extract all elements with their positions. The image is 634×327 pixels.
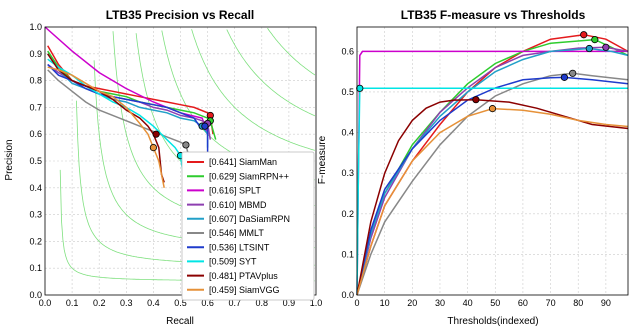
legend-label-siamvgg: [0.459] SiamVGG xyxy=(209,285,280,295)
iso-f-curve xyxy=(191,29,316,151)
x-axis-label-thresholds: Thresholds(indexed) xyxy=(447,316,538,327)
left-series-lines xyxy=(44,26,217,188)
fmeasure-threshold-chart: LTB35 F-measure vs Thresholds Thresholds… xyxy=(317,8,629,327)
chart-title-fmeasure: LTB35 F-measure vs Thresholds xyxy=(401,8,586,22)
x-tick-label: 60 xyxy=(518,298,528,308)
x-tick-label: 80 xyxy=(573,298,583,308)
x-tick-label: 0.4 xyxy=(147,298,160,308)
y-tick-label: 0.6 xyxy=(341,46,354,56)
series-marker-ltsint xyxy=(560,73,568,81)
x-tick-label: 0.0 xyxy=(39,298,52,308)
legend-label-mbmd: [0.610] MBMD xyxy=(209,200,267,210)
y-axis-label-fmeasure: F-measure xyxy=(317,135,328,184)
y-tick-label: 0.4 xyxy=(29,183,42,193)
y-tick-label: 0.5 xyxy=(341,87,354,97)
legend-label-ltsint: [0.536] LTSINT xyxy=(209,242,270,252)
series-marker-siamvgg xyxy=(149,144,157,152)
y-tick-label: 0.0 xyxy=(341,290,354,300)
x-tick-label: 90 xyxy=(601,298,611,308)
y-tick-label: 0.2 xyxy=(29,236,42,246)
x-tick-label: 0.2 xyxy=(93,298,106,308)
right-grid xyxy=(357,27,628,295)
series-marker-mbmd xyxy=(602,43,610,51)
y-tick-label: 0.8 xyxy=(29,76,42,86)
chart-title-precision-recall: LTB35 Precision vs Recall xyxy=(106,8,255,22)
legend-label-siamrpn-: [0.629] SiamRPN++ xyxy=(209,171,289,181)
series-marker-siamman xyxy=(580,31,588,39)
right-series-lines xyxy=(356,33,629,296)
series-marker-siamrpn- xyxy=(591,35,599,44)
y-tick-label: 1.0 xyxy=(29,22,42,32)
x-tick-label: 0.1 xyxy=(66,298,79,308)
x-tick-label: 1.0 xyxy=(310,298,323,308)
legend: [0.641] SiamMan [0.629] SiamRPN++ [0.616] … xyxy=(181,151,315,301)
y-tick-label: 0.5 xyxy=(29,156,42,166)
y-tick-label: 0.3 xyxy=(29,210,42,220)
iso-f-curve xyxy=(267,27,316,76)
series-line-siamrpn- xyxy=(356,38,629,296)
legend-label-ptavplus: [0.481] PTAVplus xyxy=(209,271,278,281)
series-line-ltsint xyxy=(47,63,209,167)
y-tick-label: 0.0 xyxy=(29,290,42,300)
x-tick-label: 70 xyxy=(546,298,556,308)
series-marker-ptavplus xyxy=(152,130,160,138)
right-plot-frame xyxy=(356,26,629,296)
series-line-mmlt xyxy=(47,69,190,156)
series-line-dasiamrpn xyxy=(356,47,629,296)
y-tick-label: 0.7 xyxy=(29,102,42,112)
x-tick-label: 30 xyxy=(435,298,445,308)
x-tick-label: 0.6 xyxy=(201,298,214,308)
legend-box xyxy=(181,151,315,301)
precision-recall-chart: LTB35 Precision vs Recall Recall Precisi… xyxy=(4,8,322,327)
left-tick-labels: 0.0 0.1 0.2 0.3 0.4 0.5 0.6 0.7 0.8 0.9 1.0 0.0 0.1 0… xyxy=(29,22,322,308)
x-tick-label: 20 xyxy=(407,298,417,308)
x-tick-label: 10 xyxy=(380,298,390,308)
left-plot-frame xyxy=(44,26,317,296)
series-marker-syt xyxy=(356,84,364,92)
y-tick-label: 0.6 xyxy=(29,129,42,139)
y-tick-label: 0.2 xyxy=(341,209,354,219)
x-tick-label: 0.8 xyxy=(256,298,269,308)
x-tick-label: 50 xyxy=(490,298,500,308)
series-marker-mmlt xyxy=(569,69,577,77)
legend-label-siamman: [0.641] SiamMan xyxy=(209,157,277,167)
x-tick-label: 0 xyxy=(354,298,359,308)
series-line-splt xyxy=(44,26,209,135)
series-line-siamvgg xyxy=(356,107,629,296)
legend-label-syt: [0.509] SYT xyxy=(209,257,257,267)
right-series-markers xyxy=(356,31,610,113)
legend-label-mmlt: [0.546] MMLT xyxy=(209,228,264,238)
y-tick-label: 0.9 xyxy=(29,49,42,59)
series-line-syt xyxy=(356,87,628,296)
series-marker-siamvgg xyxy=(488,105,497,113)
series-marker-ltsint xyxy=(201,122,209,130)
series-marker-ptavplus xyxy=(472,96,480,104)
series-line-siamvgg xyxy=(47,66,165,188)
y-tick-label: 0.1 xyxy=(29,263,42,273)
series-line-ptavplus xyxy=(356,98,629,296)
y-tick-label: 0.1 xyxy=(341,249,354,259)
series-marker-mmlt xyxy=(182,141,190,149)
y-tick-label: 0.4 xyxy=(341,128,354,138)
legend-label-dasiamrpn: [0.607] DaSiamRPN xyxy=(209,214,290,224)
y-axis-label-precision: Precision xyxy=(4,139,15,180)
legend-label-splt: [0.616] SPLT xyxy=(209,186,261,196)
iso-f-curve xyxy=(226,29,316,117)
series-marker-dasiamrpn xyxy=(585,44,593,53)
x-axis-label-recall: Recall xyxy=(166,316,194,327)
x-tick-label: 40 xyxy=(463,298,473,308)
x-tick-label: 0.7 xyxy=(228,298,241,308)
series-line-ptavplus xyxy=(47,53,165,183)
x-tick-label: 0.3 xyxy=(120,298,133,308)
series-line-mbmd xyxy=(356,46,629,296)
y-tick-label: 0.3 xyxy=(341,168,354,178)
x-tick-label: 0.5 xyxy=(174,298,187,308)
right-tick-labels: 0 10 20 30 40 50 60 70 80 90 0.0 0.1 0.2 0.3 0.4 0.5 0.6 xyxy=(341,46,610,308)
series-line-ltsint xyxy=(356,76,629,296)
x-tick-label: 0.9 xyxy=(283,298,296,308)
